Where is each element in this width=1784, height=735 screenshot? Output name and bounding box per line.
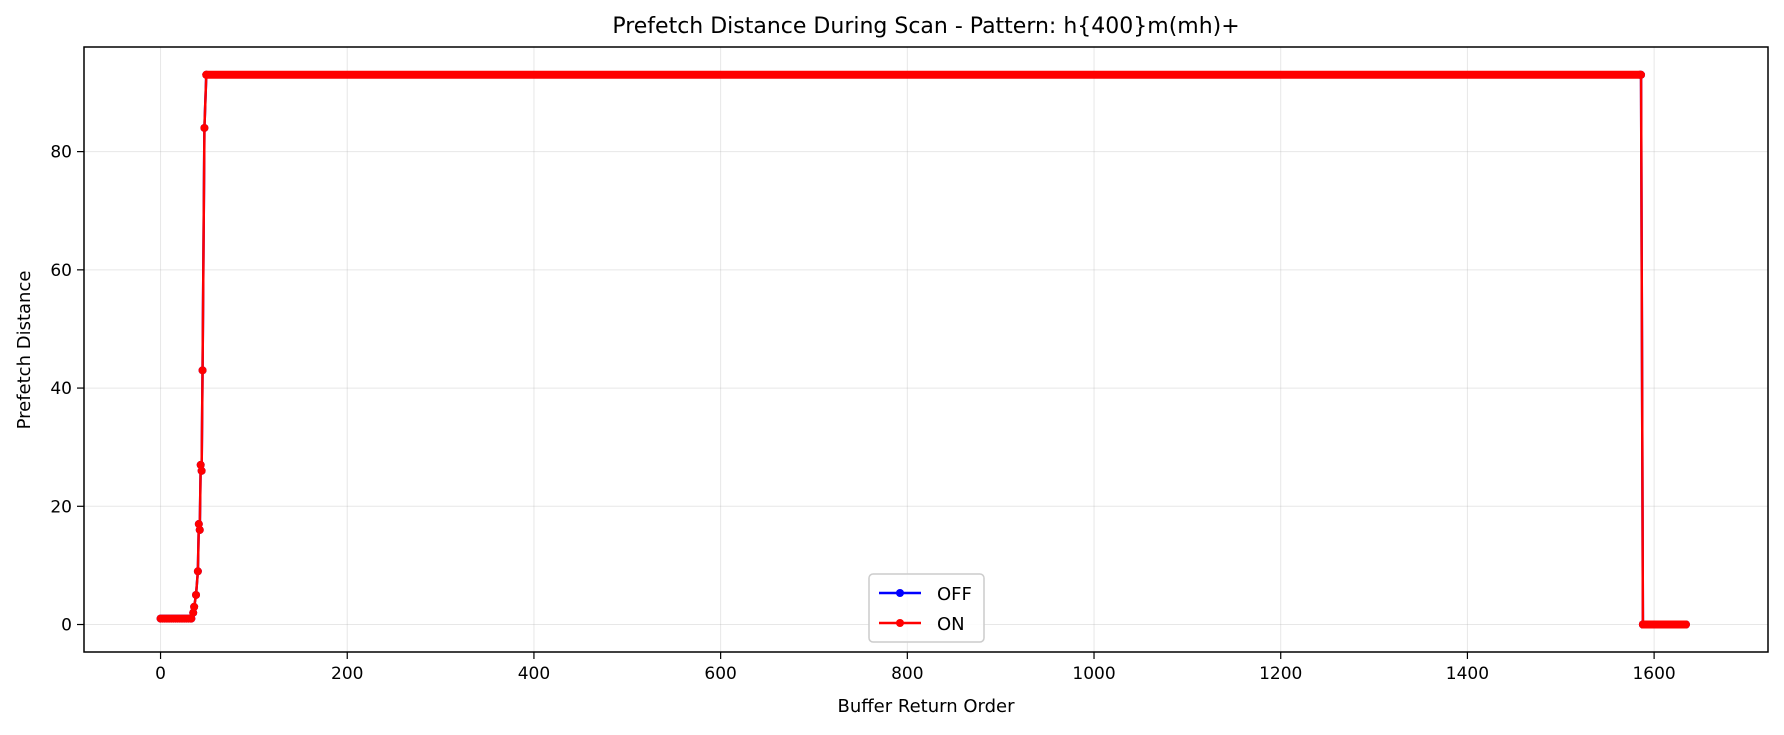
data-point [200,123,209,132]
legend-marker-on [896,619,904,627]
data-point [197,466,206,475]
plot-frame [83,46,1769,653]
data-point [196,460,205,469]
y-tick-label: 80 [50,143,72,163]
x-axis: 0 200 400 600 800 1000 1200 1400 1600 [155,652,1676,684]
y-axis: 0 20 40 60 80 [50,143,84,636]
series-on [156,70,1690,629]
x-tick-label: 200 [331,664,363,684]
y-tick-label: 0 [61,616,72,636]
legend-label-off: OFF [937,584,972,605]
series-layer [156,70,1690,629]
x-tick-label: 1000 [1072,664,1115,684]
legend: OFF ON [868,573,985,643]
x-tick-label: 1200 [1259,664,1302,684]
x-tick-label: 0 [155,664,166,684]
x-tick-label: 600 [704,664,736,684]
x-tick-label: 400 [518,664,550,684]
y-axis-label: Prefetch Distance [14,271,35,430]
chart-title: Prefetch Distance During Scan - Pattern:… [612,14,1239,39]
data-point [195,525,204,534]
legend-label-on: ON [937,614,965,635]
data-point [194,520,203,529]
x-axis-label: Buffer Return Order [838,696,1016,717]
data-point [198,366,207,375]
data-point [190,602,199,611]
data-point [189,608,198,617]
y-tick-label: 20 [50,497,72,517]
x-tick-label: 800 [891,664,923,684]
y-tick-label: 40 [50,379,72,399]
data-point [193,567,202,576]
legend-marker-off [896,589,904,597]
y-tick-label: 60 [50,261,72,281]
x-tick-label: 1600 [1632,664,1675,684]
x-tick-label: 1400 [1446,664,1489,684]
data-point [192,590,201,599]
